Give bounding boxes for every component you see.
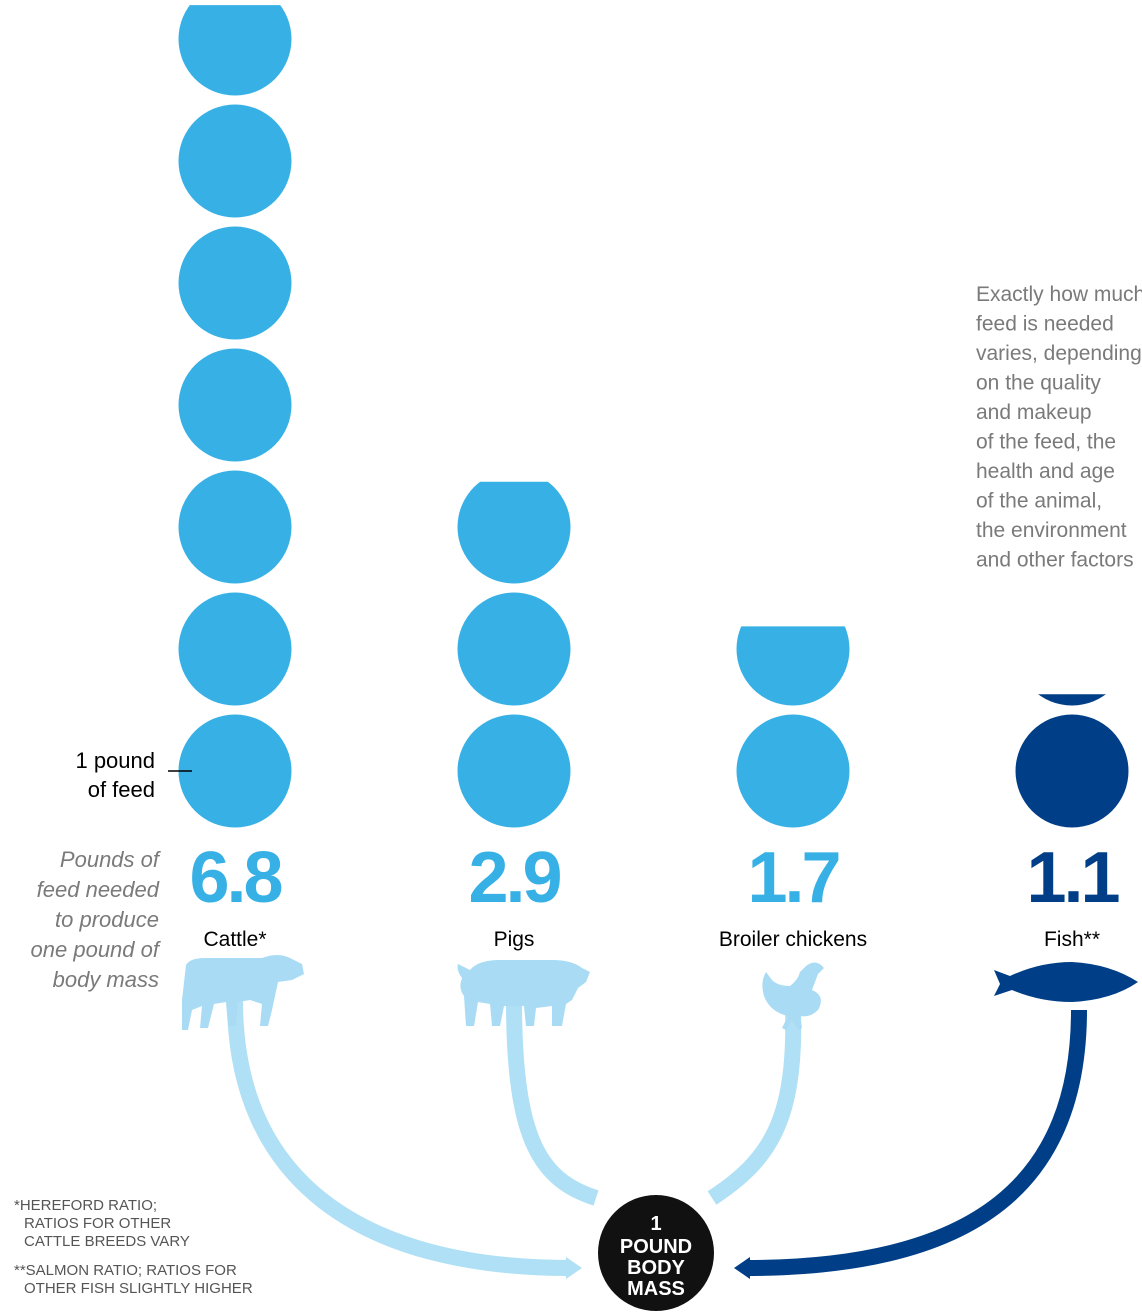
note-line: on the quality: [976, 372, 1101, 395]
feed-pound-circle: [178, 104, 292, 218]
footnote-fish: OTHER FISH SLIGHTLY HIGHER: [24, 1280, 253, 1297]
note-line: health and age: [976, 460, 1115, 483]
arrow-pigs: [506, 999, 599, 1206]
chicken-icon: [762, 962, 824, 1030]
feed-pound-circle: [178, 470, 292, 584]
cow-icon: [182, 955, 304, 1030]
feed-pound-circle: [178, 226, 292, 340]
value-label-fish: 1.1: [1026, 838, 1119, 918]
footnote-cattle: *HEREFORD RATIO;: [14, 1197, 157, 1214]
note-line: varies, depending: [976, 342, 1142, 365]
subtitle-line: Pounds of: [60, 847, 162, 872]
feed-stack-cattle: [178, 5, 292, 828]
subtitle-line: feed needed: [37, 877, 160, 902]
subtitle-line: one pound of: [31, 937, 162, 962]
category-label-fish: Fish**: [1044, 928, 1100, 951]
body-mass-badge-text: MASS: [627, 1278, 685, 1300]
arrow-broiler-chickens: [707, 1009, 802, 1205]
body-mass-badge-text: POUND: [620, 1236, 692, 1258]
subtitle-line: to produce: [55, 907, 159, 932]
feed-pound-circle: [178, 714, 292, 828]
value-label-broiler-chickens: 1.7: [747, 838, 838, 918]
value-label-cattle: 6.8: [189, 838, 281, 918]
footnote-cattle: CATTLE BREEDS VARY: [24, 1233, 190, 1250]
note-line: feed is needed: [976, 313, 1114, 336]
category-label-broiler-chickens: Broiler chickens: [719, 928, 867, 951]
note-line: Exactly how much: [976, 283, 1142, 306]
note-line: of the animal,: [976, 490, 1102, 513]
arrowhead-cattle: [566, 1257, 582, 1279]
unit-label-line1: 1 pound: [75, 748, 155, 773]
feed-fraction-circle: [1038, 694, 1106, 706]
arrow-cattle: [227, 999, 571, 1276]
footnote-cattle: RATIOS FOR OTHER: [24, 1215, 171, 1232]
category-label-cattle: Cattle*: [203, 928, 266, 951]
value-label-pigs: 2.9: [468, 838, 560, 918]
feed-pound-circle: [1015, 714, 1129, 828]
subtitle-line: body mass: [53, 967, 159, 992]
feed-fraction-circle: [178, 5, 292, 96]
body-mass-badge: [598, 1195, 714, 1311]
unit-label-line2: of feed: [88, 777, 155, 802]
feed-fraction-circle: [736, 626, 850, 706]
note-line: and makeup: [976, 401, 1092, 424]
feed-fraction-circle: [457, 481, 571, 584]
feed-pound-circle: [457, 592, 571, 706]
feed-stack-fish: [1015, 694, 1129, 828]
body-mass-badge-text: 1: [650, 1213, 661, 1235]
note-line: the environment: [976, 519, 1127, 542]
arrowhead-fish: [734, 1257, 750, 1279]
feed-pound-circle: [178, 592, 292, 706]
category-label-pigs: Pigs: [494, 928, 535, 951]
feed-pound-circle: [178, 348, 292, 462]
pig-icon: [457, 960, 590, 1026]
arrow-fish: [745, 1009, 1087, 1276]
note-line: and other factors: [976, 549, 1134, 572]
feed-stack-broiler-chickens: [736, 626, 850, 828]
feed-pound-circle: [457, 714, 571, 828]
feed-pound-circle: [736, 714, 850, 828]
note-line: of the feed, the: [976, 431, 1116, 454]
feed-stack-pigs: [457, 481, 571, 828]
footnote-fish: **SALMON RATIO; RATIOS FOR: [14, 1262, 237, 1279]
body-mass-badge-text: BODY: [627, 1257, 685, 1279]
fish-icon: [994, 962, 1138, 1002]
